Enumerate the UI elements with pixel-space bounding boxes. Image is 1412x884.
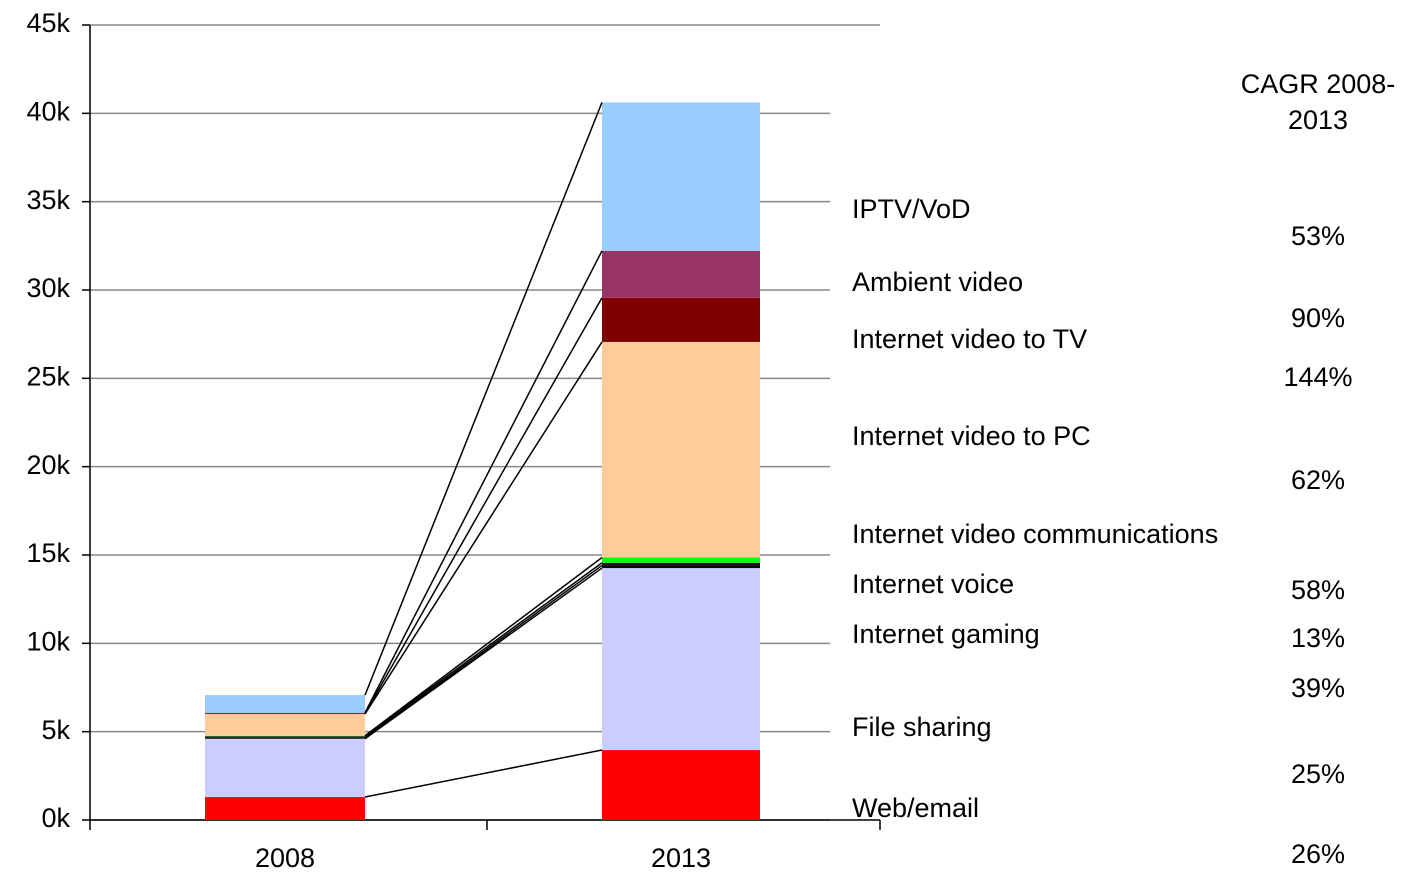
series-label: Internet video to TV bbox=[852, 324, 1087, 354]
x-tick-label: 2008 bbox=[255, 843, 315, 873]
connector bbox=[364, 562, 603, 737]
series-label: Internet voice bbox=[852, 569, 1014, 599]
connector bbox=[364, 250, 603, 714]
connector bbox=[364, 567, 603, 740]
series-label: File sharing bbox=[852, 712, 992, 742]
cagr-label: 53% bbox=[1291, 221, 1345, 251]
connector bbox=[364, 564, 603, 739]
bar-segment bbox=[205, 695, 365, 713]
bar-segment bbox=[205, 713, 365, 714]
connector bbox=[364, 297, 603, 714]
bar-segment bbox=[602, 341, 760, 558]
y-tick-label: 25k bbox=[26, 361, 70, 391]
cagr-label: 39% bbox=[1291, 673, 1345, 703]
series-label: Internet video communications bbox=[852, 519, 1218, 549]
bar-segment bbox=[205, 797, 365, 820]
bar-segment bbox=[205, 738, 365, 798]
y-tick-label: 20k bbox=[26, 450, 70, 480]
bar-segment bbox=[205, 737, 365, 739]
y-tick-label: 15k bbox=[26, 538, 70, 568]
bar-segment bbox=[602, 565, 760, 569]
connector bbox=[364, 556, 603, 737]
y-tick-label: 30k bbox=[26, 273, 70, 303]
cagr-label: 25% bbox=[1291, 759, 1345, 789]
series-label: Ambient video bbox=[852, 267, 1023, 297]
connector bbox=[364, 341, 603, 715]
cagr-label: 90% bbox=[1291, 303, 1345, 333]
y-tick-label: 10k bbox=[26, 626, 70, 656]
series-label: Internet gaming bbox=[852, 619, 1040, 649]
y-tick-label: 0k bbox=[41, 803, 70, 833]
cagr-title: 2013 bbox=[1288, 105, 1348, 135]
y-tick-label: 45k bbox=[26, 8, 70, 38]
bar-segment bbox=[602, 562, 760, 566]
cagr-label: 26% bbox=[1291, 839, 1345, 869]
connector bbox=[364, 749, 603, 798]
bar-segment bbox=[205, 735, 365, 737]
bar-segment bbox=[602, 297, 760, 342]
y-tick-label: 5k bbox=[41, 715, 70, 745]
cagr-label: 144% bbox=[1283, 362, 1352, 392]
bar-segment bbox=[602, 102, 760, 251]
y-tick-label: 35k bbox=[26, 185, 70, 215]
cagr-label: 13% bbox=[1291, 623, 1345, 653]
cagr-label: 58% bbox=[1291, 575, 1345, 605]
cagr-label: 62% bbox=[1291, 465, 1345, 495]
series-label: Web/email bbox=[852, 793, 979, 823]
cagr-title: CAGR 2008- bbox=[1241, 69, 1396, 99]
x-tick-label: 2013 bbox=[651, 843, 711, 873]
bar-segment bbox=[205, 736, 365, 738]
y-tick-label: 40k bbox=[26, 96, 70, 126]
bar-segment bbox=[205, 712, 365, 714]
bar-segment bbox=[602, 750, 760, 820]
bar-segment bbox=[205, 714, 365, 736]
bar-segment bbox=[602, 250, 760, 298]
connector bbox=[364, 102, 603, 696]
series-label: Internet video to PC bbox=[852, 421, 1091, 451]
bar-segment bbox=[602, 568, 760, 751]
bar-segment bbox=[602, 557, 760, 563]
series-label: IPTV/VoD bbox=[852, 194, 971, 224]
